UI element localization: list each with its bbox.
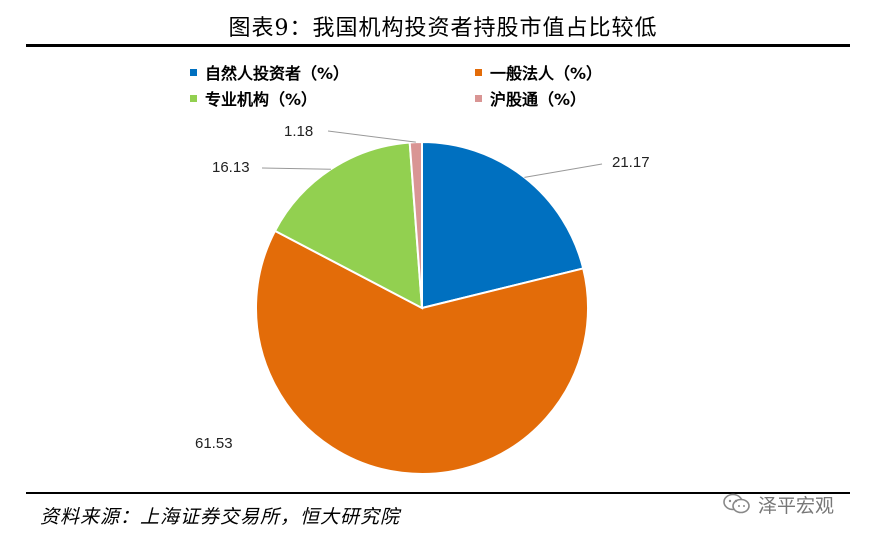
legend-item-professional-institution: 专业机构（%） — [190, 86, 317, 110]
leader-line — [524, 163, 603, 178]
legend-label: 专业机构（%） — [205, 90, 318, 109]
data-label: 1.18 — [284, 123, 313, 140]
source-divider — [26, 492, 850, 494]
title-divider — [26, 44, 850, 47]
leader-line — [261, 167, 331, 170]
data-label: 61.53 — [195, 435, 233, 452]
legend-item-natural-person: 自然人投资者（%） — [190, 60, 349, 84]
pie-slice — [421, 140, 585, 310]
watermark-text: 泽平宏观 — [758, 494, 835, 517]
wechat-icon — [723, 493, 750, 514]
leader-line — [327, 130, 416, 143]
data-label: 16.13 — [212, 159, 250, 176]
source-note: 资料来源：上海证券交易所，恒大研究院 — [40, 506, 401, 528]
legend-label: 自然人投资者（%） — [205, 64, 350, 83]
legend-swatch — [475, 94, 482, 102]
legend-swatch — [475, 68, 482, 76]
legend-swatch — [190, 94, 197, 102]
legend-item-general-legal-person: 一般法人（%） — [475, 60, 602, 84]
legend-label: 一般法人（%） — [490, 64, 603, 83]
legend-item-shanghai-connect: 沪股通（%） — [475, 86, 586, 110]
chart-title: 图表9：我国机构投资者持股市值占比较低 — [228, 16, 658, 41]
legend-swatch — [190, 68, 197, 76]
legend-label: 沪股通（%） — [490, 90, 587, 109]
pie-slice — [273, 141, 424, 310]
pie-slice — [255, 229, 589, 475]
data-label: 21.17 — [612, 154, 650, 171]
watermark: 泽平宏观 — [722, 488, 882, 520]
